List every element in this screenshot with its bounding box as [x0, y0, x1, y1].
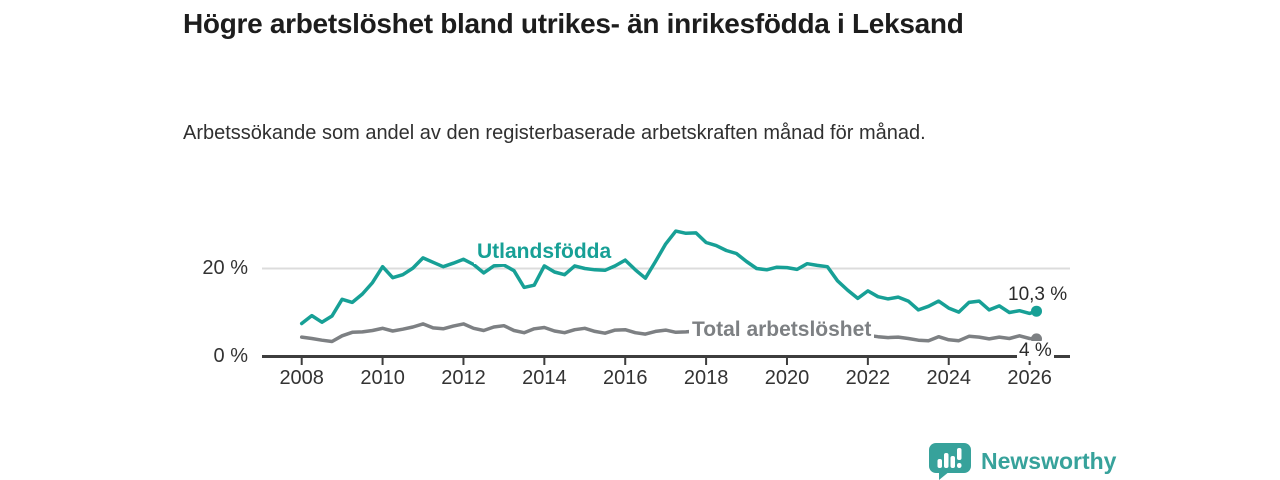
bar-chart-speech-bubble-icon — [929, 443, 971, 480]
x-axis-label-2012: 2012 — [441, 367, 486, 389]
series-line-0 — [299, 229, 1039, 326]
x-axis-label-2022: 2022 — [845, 367, 891, 389]
end-value-utlandsfodda: 10,3 % — [1008, 284, 1068, 305]
y-axis-label-0: 0 % — [213, 345, 248, 367]
series-line-1 — [299, 322, 1039, 344]
series-label-utlandsfodda: Utlandsfödda — [474, 240, 615, 264]
x-axis-label-2024: 2024 — [926, 367, 971, 389]
series-end-dot-0 — [1031, 305, 1042, 317]
brand-name: Newsworthy — [981, 448, 1117, 474]
x-axis-label-2008: 2008 — [279, 367, 324, 389]
x-axis-label-2020: 2020 — [764, 367, 810, 389]
y-axis-label-20: 20 % — [202, 257, 248, 279]
series-label-total-arbetsloshet: Total arbetslöshet — [689, 318, 875, 342]
x-axis-label-2018: 2018 — [683, 367, 729, 389]
newsworthy-logo[interactable]: Newsworthy — [928, 442, 1116, 480]
end-value-total-arbetsloshet: 4 % — [1017, 340, 1054, 361]
x-axis-label-2016: 2016 — [602, 367, 648, 389]
x-axis-label-2026: 2026 — [1007, 367, 1052, 389]
x-axis-label-2014: 2014 — [522, 367, 567, 389]
x-axis-label-2010: 2010 — [360, 367, 405, 389]
chart-title: Högre arbetslöshet bland utrikes- än inr… — [183, 8, 964, 39]
chart-subtitle: Arbetssökande som andel av den registerb… — [183, 122, 926, 144]
